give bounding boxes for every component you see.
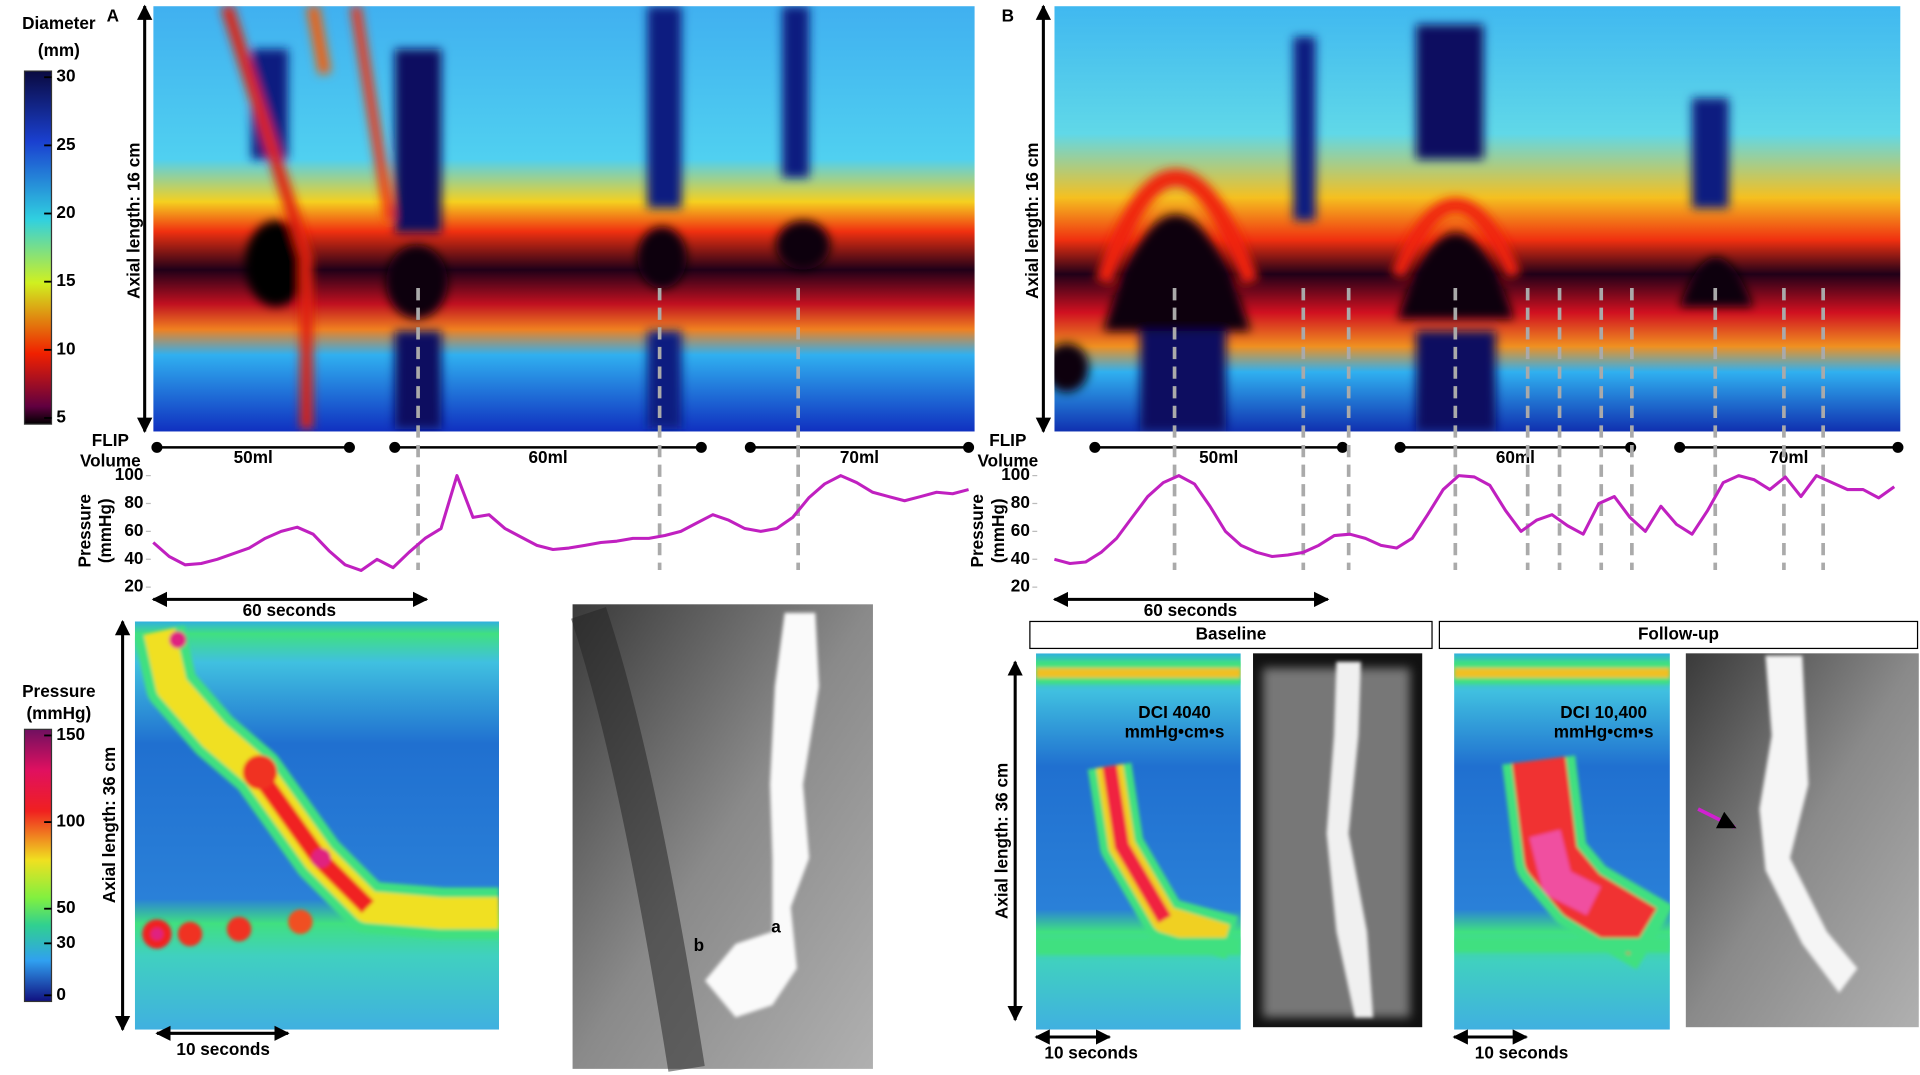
y-tick-label: 100	[1001, 464, 1030, 484]
y-tick-label: 20	[1011, 576, 1030, 596]
axis-label: Pressure	[967, 494, 987, 567]
colorbar-title: (mm)	[38, 40, 80, 60]
time-scale-label: 10 seconds	[1475, 1043, 1568, 1063]
volume-marker	[389, 441, 401, 453]
hrm-plot-baseline	[1036, 653, 1241, 1030]
y-tick-label: 40	[124, 548, 143, 568]
volume-marker	[963, 441, 975, 453]
hrm-plot-follow-up	[1454, 653, 1670, 1030]
section-title: Baseline	[1196, 623, 1267, 643]
xray-baseline	[1253, 653, 1423, 1028]
volume-label: 60ml	[1496, 447, 1535, 467]
y-tick-label: 60	[124, 520, 143, 540]
volume-label: 50ml	[1199, 447, 1238, 467]
volume-marker	[151, 441, 163, 453]
time-scale-label: 10 seconds	[1044, 1043, 1137, 1063]
colorbar-tick-label: 150	[56, 724, 85, 744]
colorbar-tick-label: 5	[56, 407, 66, 427]
volume-marker	[1394, 441, 1406, 453]
time-scale-label: 60 seconds	[243, 600, 336, 620]
volume-marker	[695, 441, 707, 453]
pressure-trace	[1054, 474, 1896, 566]
axis-label: (mmHg)	[988, 498, 1008, 563]
colorbar-tick-label: 10	[56, 338, 75, 358]
colorbar-title: Pressure	[22, 681, 95, 701]
volume-label: 70ml	[1769, 447, 1808, 467]
xray-follow-up	[1685, 653, 1919, 1028]
time-scale-label: 60 seconds	[1144, 600, 1237, 620]
y-tick-label: 100	[115, 464, 144, 484]
dci-unit: mmHg•cm•s	[1554, 722, 1654, 742]
volume-marker	[1089, 441, 1101, 453]
flip-volume-label: Volume	[977, 451, 1038, 471]
xray-label: b	[694, 935, 704, 955]
y-tick-label: 60	[1011, 520, 1030, 540]
axis-label: Axial length: 36 cm	[99, 747, 119, 903]
section-box	[1438, 620, 1919, 650]
colorbar	[23, 728, 53, 1003]
y-tick-label: 20	[124, 576, 143, 596]
colorbar-title: Diameter	[22, 13, 96, 33]
y-tick-label: 40	[1011, 548, 1030, 568]
xray-a	[571, 604, 873, 1072]
section-title: Follow-up	[1638, 623, 1719, 643]
y-tick-label: 80	[124, 492, 143, 512]
colorbar-tick-label: 20	[56, 202, 75, 222]
axis-label: Axial length: 36 cm	[991, 763, 1011, 919]
flip-map-b	[1054, 6, 1901, 432]
volume-marker	[1892, 441, 1904, 453]
volume-marker	[1337, 441, 1349, 453]
flip-volume-label: Volume	[80, 451, 141, 471]
colorbar-title: (mmHg)	[26, 703, 91, 723]
colorbar-tick-label: 100	[56, 811, 85, 831]
axis-label: Axial length: 16 cm	[123, 142, 143, 298]
colorbar-tick-label: 30	[56, 932, 75, 952]
volume-marker	[343, 441, 355, 453]
pressure-trace	[152, 474, 969, 573]
section-box	[1029, 620, 1433, 650]
xray-label: a	[771, 916, 781, 936]
colorbar-tick-label: 15	[56, 270, 76, 290]
axis-label: Pressure	[74, 494, 94, 567]
axis-label: (mmHg)	[95, 498, 115, 563]
volume-marker	[744, 441, 756, 453]
colorbar-tick-label: 0	[56, 984, 66, 1004]
panel-label: B	[1002, 6, 1014, 26]
flip-map-a	[153, 6, 975, 432]
flip-volume-label: FLIP	[989, 430, 1026, 450]
volume-label: 50ml	[234, 447, 273, 467]
colorbar	[23, 70, 53, 425]
colorbar-tick-label: 25	[56, 134, 76, 154]
hrm-plot-a	[134, 621, 500, 1030]
volume-label: 60ml	[528, 447, 567, 467]
colorbar-tick-label: 50	[56, 897, 75, 917]
y-tick-label: 80	[1011, 492, 1030, 512]
colorbar-tick-label: 30	[56, 66, 75, 86]
dci-value: DCI 10,400	[1560, 702, 1647, 722]
time-scale-label: 10 seconds	[176, 1039, 269, 1059]
flip-volume-label: FLIP	[92, 430, 129, 450]
dci-unit: mmHg•cm•s	[1125, 722, 1225, 742]
axis-label: Axial length: 16 cm	[1022, 142, 1042, 298]
panel-label: A	[107, 6, 119, 26]
volume-marker	[1674, 441, 1686, 453]
volume-label: 70ml	[840, 447, 879, 467]
dci-value: DCI 4040	[1138, 702, 1210, 722]
